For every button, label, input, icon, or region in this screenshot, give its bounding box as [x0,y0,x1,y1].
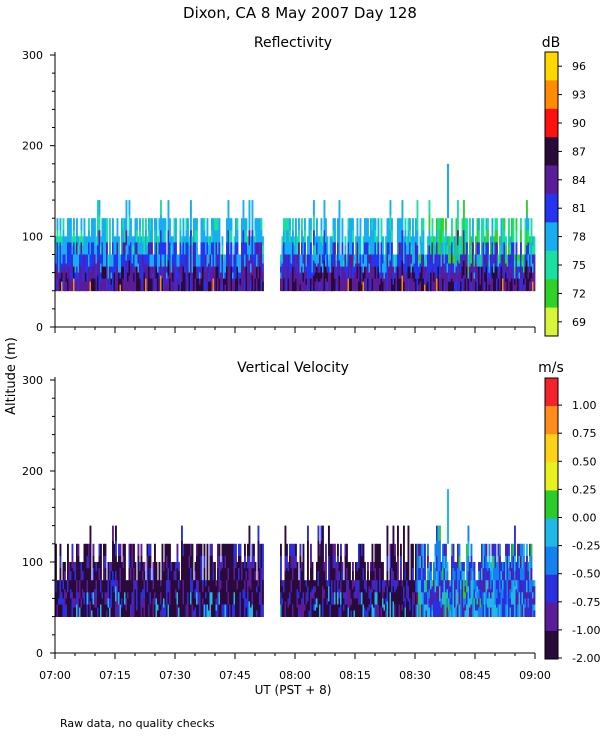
colorbar-swatch [545,222,558,252]
reflectivity-colorbar: 96 93 90 87 84 81 78 75 72 69 [544,51,586,337]
y-tick-label: 200 [22,465,43,478]
colorbar-tick-label: 78 [572,231,586,244]
colorbar-tick-label: -1.00 [572,624,600,637]
velocity-panel: Vertical Velocity 0 100 200 300 07:00 07:15 07… [22,360,600,682]
colorbar-tick-label: -0.25 [572,540,600,553]
colorbar-swatch [545,165,558,195]
colorbar-tick-label: -0.50 [572,568,600,581]
figure-title: Dixon, CA 8 May 2007 Day 128 [183,4,417,22]
colorbar-swatch [545,574,558,604]
velocity-colorbar: 1.00 0.75 0.50 0.25 0.00 -0.25 -0.50 -0.75 -1.00… [544,377,600,665]
y-tick-label: 100 [22,230,43,243]
x-tick-label: 08:15 [339,669,371,682]
colorbar-swatch [545,630,558,660]
colorbar-swatch [545,250,558,280]
colorbar-swatch [545,194,558,223]
reflectivity-panel: Reflectivity 0 100 200 300 96 93 90 87 84 81 78 75… [22,35,586,337]
y-tick-label: 300 [22,49,43,62]
reflectivity-heatmap [55,163,536,292]
y-tick-label: 0 [36,321,43,334]
colorbar-tick-label: 0.50 [572,455,597,468]
velocity-unit: m/s [538,360,564,376]
colorbar-swatch [545,80,558,110]
colorbar-tick-label: 0.25 [572,483,597,496]
reflectivity-unit: dB [542,35,561,51]
colorbar-tick-label: -0.75 [572,596,600,609]
velocity-heatmap [55,489,536,617]
x-tick-label: 07:15 [99,669,131,682]
x-tick-label: 08:45 [459,669,491,682]
colorbar-swatch [545,137,558,166]
x-axis-label: UT (PST + 8) [255,683,332,697]
x-tick-label: 08:30 [399,669,431,682]
y-tick-label: 200 [22,140,43,153]
colorbar-swatch [545,279,558,308]
colorbar-tick-label: 75 [572,259,586,272]
colorbar-swatch [545,462,558,491]
colorbar-swatch [545,546,558,575]
y-tick-label: 100 [22,556,43,569]
x-tick-label: 07:00 [39,669,71,682]
y-tick-label: 300 [22,374,43,387]
colorbar-swatch [545,307,558,337]
colorbar-swatch [545,406,558,435]
colorbar-tick-label: 72 [572,287,586,300]
footnote: Raw data, no quality checks [60,717,215,730]
colorbar-tick-label: 90 [572,117,586,130]
colorbar-tick-label: 87 [572,145,586,158]
colorbar-tick-label: 96 [572,60,586,73]
x-tick-label: 09:00 [519,669,551,682]
colorbar-tick-label: 0.00 [572,512,597,525]
colorbar-swatch [545,52,558,81]
reflectivity-axes: 0 100 200 300 [22,49,536,334]
colorbar-swatch [545,434,558,463]
colorbar-tick-label: 93 [572,89,586,102]
colorbar-tick-label: 0.75 [572,427,597,440]
velocity-title: Vertical Velocity [237,360,349,376]
x-tick-label: 07:45 [219,669,251,682]
colorbar-swatch [545,518,558,547]
colorbar-swatch [545,602,558,632]
colorbar-swatch [545,378,558,407]
velocity-axes: 0 100 200 300 07:00 07:15 07:30 07:45 08:00 08:15… [22,374,551,682]
y-axis-label: Altitude (m) [4,337,19,415]
x-tick-label: 08:00 [279,669,311,682]
colorbar-tick-label: 1.00 [572,399,597,412]
colorbar-tick-label: 84 [572,174,586,187]
colorbar-tick-label: -2.00 [572,652,600,665]
colorbar-tick-label: 81 [572,202,586,215]
x-tick-label: 07:30 [159,669,191,682]
colorbar-swatch [545,108,558,138]
reflectivity-title: Reflectivity [254,35,332,51]
colorbar-swatch [545,490,558,519]
colorbar-tick-label: 69 [572,316,586,329]
y-tick-label: 0 [36,647,43,660]
